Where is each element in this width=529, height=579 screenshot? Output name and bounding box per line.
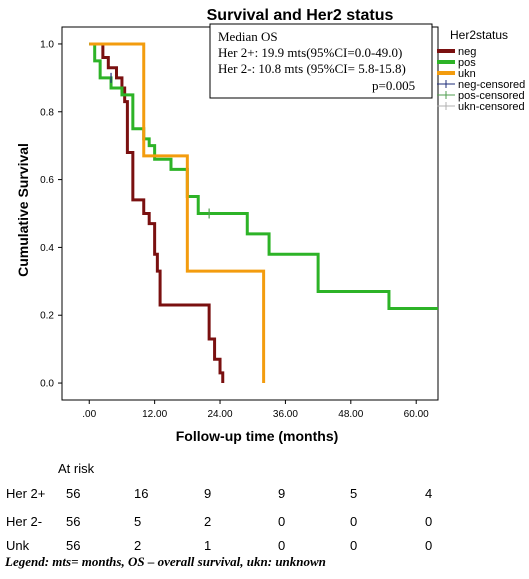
- risk-cell: 5: [134, 514, 142, 529]
- risk-cell: 2: [134, 538, 142, 553]
- risk-cell: 56: [66, 486, 81, 501]
- risk-cell: 5: [350, 486, 358, 501]
- survival-chart: Survival and Her2 status .00 12.00 24.00 36…: [15, 7, 525, 444]
- risk-cell: 0: [278, 538, 286, 553]
- risk-cell: 0: [350, 538, 358, 553]
- risk-cell: 0: [278, 514, 286, 529]
- x-axis-ticks: .00 12.00 24.00 36.00 48.00 60.00: [82, 400, 429, 420]
- y-tick-label: 0.4: [40, 243, 54, 254]
- risk-table-header: At risk: [58, 461, 95, 476]
- x-tick-label: 12.00: [142, 409, 167, 420]
- legend-title: Her2status: [450, 28, 508, 42]
- risk-cell: 56: [66, 514, 81, 529]
- x-tick-label: 24.00: [208, 409, 233, 420]
- legend-label-pos-censored: pos-censored: [458, 90, 525, 102]
- risk-cell: 0: [350, 514, 358, 529]
- annotation-line-1: Median OS: [218, 29, 278, 44]
- risk-cell: 0: [425, 538, 433, 553]
- risk-cell: 16: [134, 486, 149, 501]
- risk-cell: 9: [204, 486, 212, 501]
- risk-cell: 4: [425, 486, 433, 501]
- y-axis-ticks: 0.0 0.2 0.4 0.6 0.8 1.0: [40, 39, 62, 390]
- y-tick-label: 0.2: [40, 311, 54, 322]
- legend: Her2status negposuknneg-censoredpos-cens…: [437, 28, 525, 113]
- series-line-ukn: [89, 42, 266, 384]
- legend-label-ukn-censored: ukn-censored: [458, 101, 525, 113]
- x-tick-label: 36.00: [273, 409, 298, 420]
- y-axis-label: Cumulative Survival: [15, 143, 31, 277]
- risk-cell: 1: [204, 538, 212, 553]
- risk-cell: 9: [278, 486, 286, 501]
- risk-row-label: Her 2+: [6, 486, 46, 501]
- x-tick-label: 60.00: [404, 409, 429, 420]
- annotation-line-2: Her 2+: 19.9 mts(95%CI=0.0-49.0): [218, 45, 402, 60]
- x-tick-label: .00: [82, 409, 96, 420]
- x-tick-label: 48.00: [338, 409, 363, 420]
- legend-label-ukn: ukn: [458, 68, 476, 80]
- y-tick-label: 0.6: [40, 175, 54, 186]
- annotation-line-4: p=0.005: [372, 78, 415, 93]
- risk-row-label: Unk: [6, 538, 30, 553]
- y-tick-label: 1.0: [40, 39, 54, 50]
- legend-note: Legend: mts= months, OS – overall surviv…: [5, 554, 326, 569]
- y-tick-label: 0.8: [40, 107, 54, 118]
- y-tick-label: 0.0: [40, 379, 54, 390]
- series-line-neg: [89, 42, 225, 384]
- legend-label-neg: neg: [458, 46, 476, 58]
- x-axis-label: Follow-up time (months): [176, 428, 339, 444]
- risk-cell: 2: [204, 514, 212, 529]
- annotation-line-3: Her 2-: 10.8 mts (95%CI= 5.8-15.8): [218, 61, 406, 76]
- risk-row-label: Her 2-: [6, 514, 43, 529]
- median-annotation-box: Median OS Her 2+: 19.9 mts(95%CI=0.0-49.…: [209, 23, 433, 99]
- legend-label-pos: pos: [458, 57, 476, 69]
- chart-title: Survival and Her2 status: [207, 7, 394, 24]
- risk-cell: 0: [425, 514, 433, 529]
- risk-cell: 56: [66, 538, 81, 553]
- legend-label-neg-censored: neg-censored: [458, 79, 525, 91]
- censored-marks: [110, 72, 210, 219]
